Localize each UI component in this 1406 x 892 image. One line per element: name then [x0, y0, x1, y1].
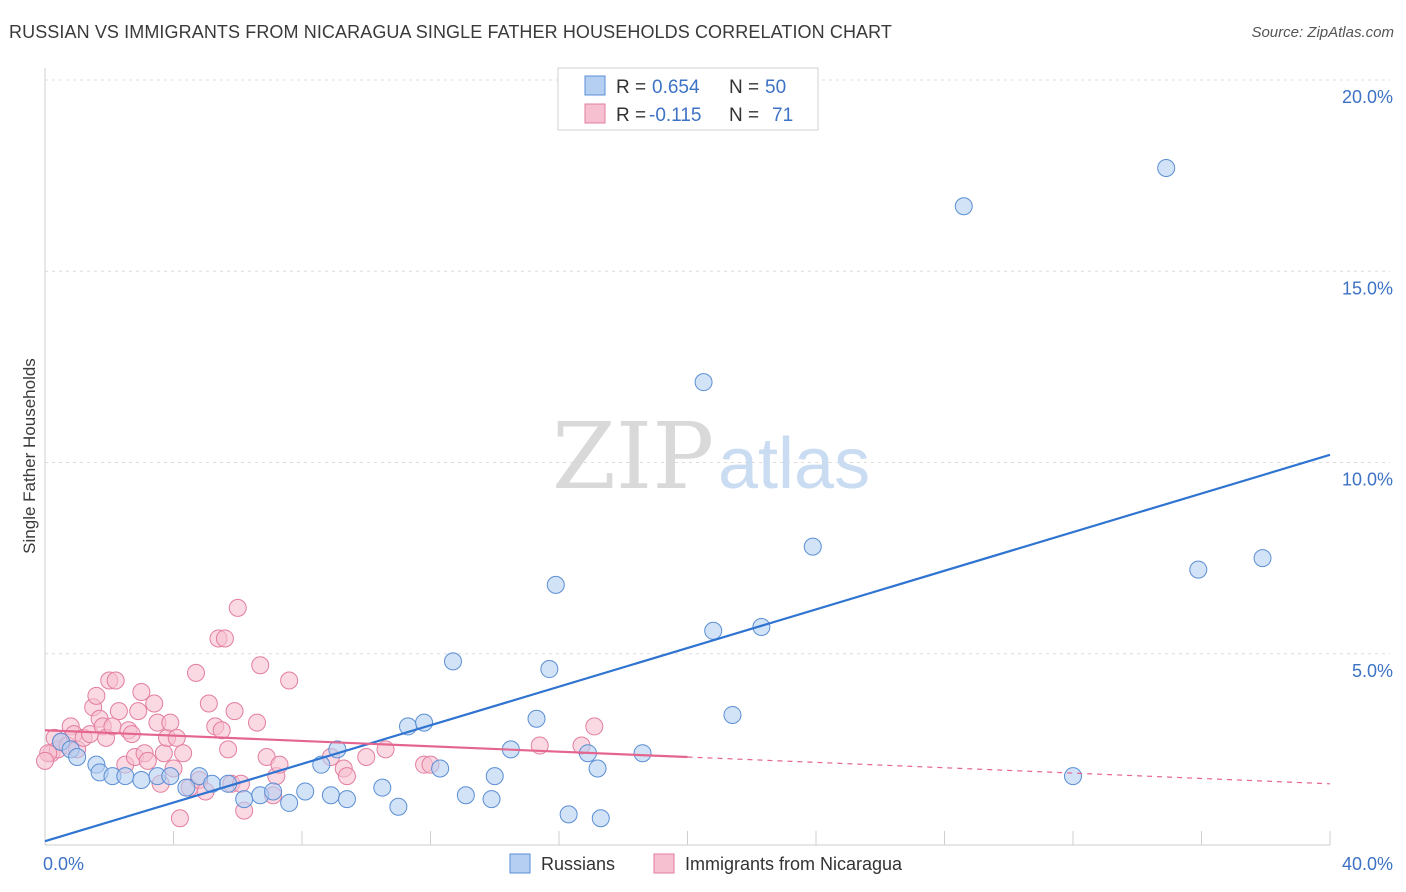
point-nicaragua	[129, 702, 148, 721]
watermark-atlas: atlas	[718, 424, 870, 504]
point-russians	[803, 537, 822, 556]
point-russians	[1189, 560, 1208, 579]
legend-n-label-russians: N =	[729, 77, 759, 98]
point-russians	[443, 652, 462, 671]
series-russians-points	[52, 158, 1272, 828]
point-nicaragua	[212, 721, 231, 740]
y-tick-label: 20.0%	[1342, 87, 1393, 107]
point-nicaragua	[161, 713, 180, 732]
point-nicaragua	[167, 728, 186, 747]
point-russians	[527, 709, 546, 728]
trend-line-nicaragua-dashed	[687, 756, 1331, 785]
legend-r-value-russians: 0.654	[652, 77, 700, 98]
point-russians	[482, 790, 501, 809]
point-russians	[546, 575, 565, 594]
point-nicaragua	[215, 629, 234, 648]
point-russians	[321, 786, 340, 805]
point-nicaragua	[174, 744, 193, 763]
point-nicaragua	[87, 686, 106, 705]
point-russians	[280, 793, 299, 812]
point-nicaragua	[337, 767, 356, 786]
legend-swatch-nicaragua	[584, 103, 606, 124]
point-nicaragua	[154, 744, 173, 763]
point-russians	[1253, 549, 1272, 568]
bottom-legend-swatch-nicaragua	[653, 853, 675, 874]
legend-n-value-russians: 50	[765, 77, 786, 98]
point-russians	[235, 790, 254, 809]
bottom-legend: Russians Immigrants from Nicaragua	[509, 853, 903, 874]
point-nicaragua	[36, 751, 54, 770]
point-russians	[704, 621, 723, 640]
legend-swatch-russians	[584, 75, 606, 96]
point-nicaragua	[280, 671, 299, 690]
point-nicaragua	[132, 683, 151, 701]
point-nicaragua	[585, 717, 604, 736]
point-russians	[132, 770, 151, 789]
trend-line-russians	[44, 453, 1331, 843]
point-nicaragua	[199, 694, 218, 713]
watermark: ZIP atlas	[552, 403, 870, 510]
point-russians	[540, 660, 559, 679]
point-russians	[633, 744, 652, 763]
bottom-legend-russians: Russians	[541, 854, 615, 874]
gridlines	[45, 79, 1390, 655]
point-nicaragua	[145, 694, 164, 713]
axes	[44, 68, 1331, 846]
point-russians	[389, 797, 408, 816]
point-russians	[485, 767, 504, 786]
point-russians	[431, 759, 450, 778]
point-nicaragua	[106, 671, 125, 690]
point-nicaragua	[109, 702, 128, 721]
watermark-zip: ZIP	[552, 403, 714, 510]
legend-n-value-nicaragua: 71	[772, 105, 793, 126]
point-russians	[116, 767, 135, 786]
point-nicaragua	[170, 809, 189, 828]
point-russians	[694, 373, 713, 392]
point-russians	[264, 782, 283, 801]
tick-labels: 5.0% 10.0% 15.0% 20.0% 0.0% 40.0%	[43, 87, 1393, 874]
point-russians	[1064, 767, 1082, 786]
point-russians	[588, 759, 607, 778]
point-russians	[161, 767, 180, 786]
legend-r-label-nicaragua: R =	[616, 105, 646, 126]
point-russians	[337, 790, 356, 809]
point-russians	[296, 782, 315, 801]
point-nicaragua	[219, 740, 238, 759]
point-nicaragua	[251, 656, 270, 675]
legend-r-label-russians: R =	[616, 77, 646, 98]
y-axis-label: Single Father Households	[20, 358, 39, 554]
chart-title: RUSSIAN VS IMMIGRANTS FROM NICARAGUA SIN…	[9, 22, 893, 42]
legend-r-value-nicaragua: -0.115	[649, 105, 701, 126]
point-russians	[456, 786, 475, 805]
point-nicaragua	[357, 748, 376, 767]
y-tick-label: 5.0%	[1352, 661, 1393, 681]
trend-lines	[44, 453, 1331, 843]
bottom-legend-swatch-russians	[509, 853, 531, 874]
point-russians	[954, 197, 973, 216]
point-nicaragua	[228, 598, 247, 617]
point-russians	[68, 748, 87, 767]
y-tick-label: 10.0%	[1342, 470, 1393, 490]
series-nicaragua-points	[36, 598, 604, 828]
x-tick-label: 0.0%	[43, 854, 84, 874]
legend-n-label-nicaragua: N =	[729, 105, 759, 126]
trend-line-nicaragua	[44, 729, 688, 759]
top-legend: R = 0.654 N = 50 R = -0.115 N = 71	[557, 67, 819, 131]
point-nicaragua	[186, 663, 205, 682]
point-russians	[723, 705, 742, 724]
point-nicaragua	[248, 713, 267, 732]
y-tick-label: 15.0%	[1342, 278, 1393, 298]
point-russians	[373, 778, 392, 797]
point-russians	[1157, 158, 1176, 177]
point-nicaragua	[225, 702, 244, 721]
point-russians	[559, 805, 578, 824]
source-label: Source: ZipAtlas.com	[1251, 24, 1394, 41]
x-tick-label: 40.0%	[1342, 854, 1393, 874]
bottom-legend-nicaragua: Immigrants from Nicaragua	[685, 854, 903, 874]
point-russians	[752, 617, 771, 636]
point-russians	[591, 809, 610, 828]
point-russians	[177, 778, 196, 797]
point-nicaragua	[138, 751, 157, 770]
